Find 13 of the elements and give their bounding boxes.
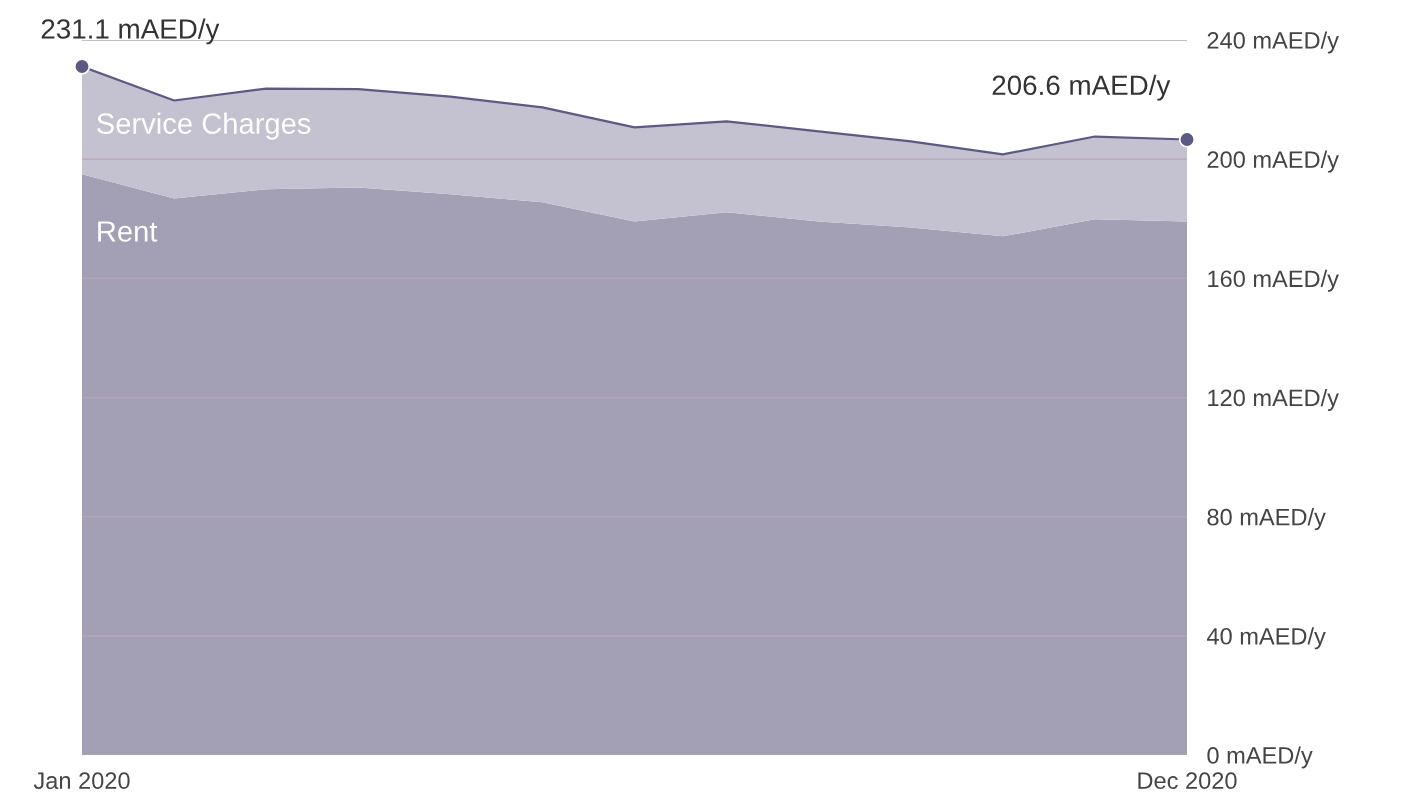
y-tick-label: 80 mAED/y xyxy=(1207,508,1326,531)
x-tick-label: Dec 2020 xyxy=(1138,772,1237,790)
series-label: Rent xyxy=(98,221,158,242)
y-tick-label: 240 mAED/y xyxy=(1207,31,1339,54)
annotation: 231.1 mAED/y xyxy=(41,18,220,45)
y-tick-label: 0 mAED/y xyxy=(1207,746,1313,769)
y-tick-label: 120 mAED/y xyxy=(1208,388,1339,411)
annotation: 206.6 mAED/y xyxy=(992,74,1171,101)
x-tick-label: Jan 2020 xyxy=(33,772,130,790)
y-tick-label: 200 mAED/y xyxy=(1207,150,1339,173)
y-tick-label: 160 mAED/y xyxy=(1208,269,1339,292)
series-label: Service Charges xyxy=(97,112,311,140)
y-tick-label: 40 mAED/y xyxy=(1206,627,1326,650)
